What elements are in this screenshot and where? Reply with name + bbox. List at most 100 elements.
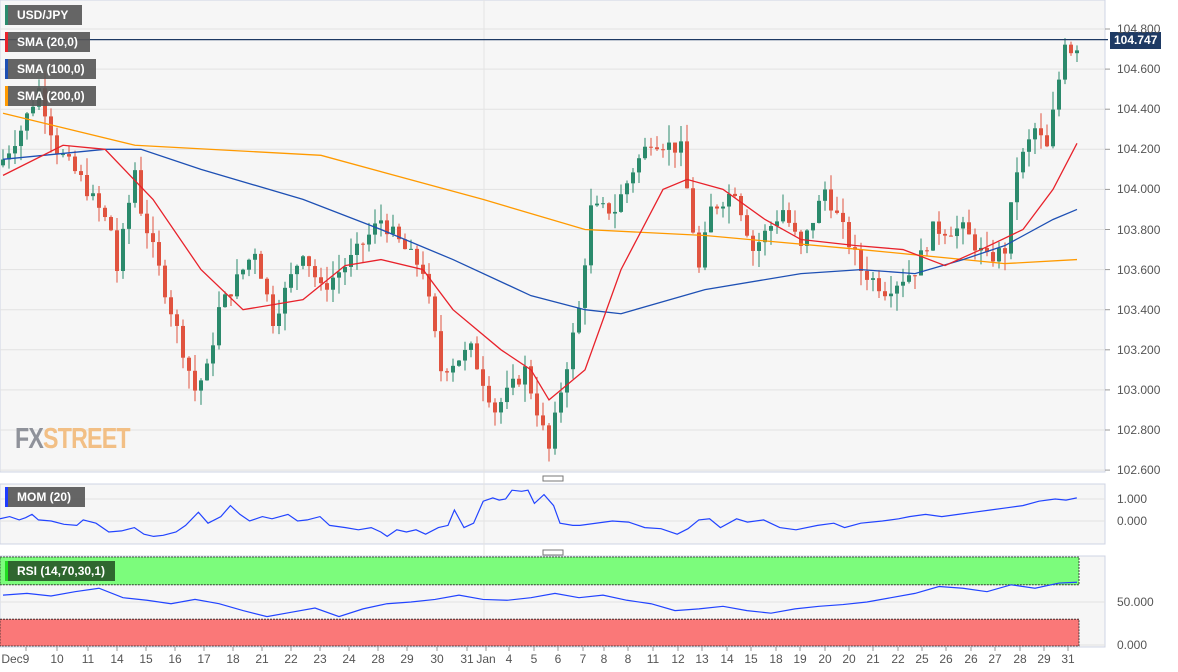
candle-up (283, 287, 287, 314)
candle-up (589, 205, 593, 266)
candle-up (1015, 172, 1019, 203)
x-tick-label: 11 (646, 652, 660, 666)
candle-up (409, 248, 413, 250)
candle-up (133, 170, 137, 203)
legend-sma200[interactable]: SMA (200,0) (5, 86, 96, 106)
candle-down (661, 149, 665, 151)
candle-up (25, 113, 29, 131)
candle-down (193, 370, 197, 391)
candle-down (973, 234, 977, 251)
rsi-overbought-zone (0, 556, 1080, 586)
candle-down (187, 357, 191, 371)
candle-down (49, 116, 53, 136)
mom-panel (0, 483, 1106, 545)
main-panel (0, 0, 1106, 473)
legend-sma100[interactable]: SMA (100,0) (5, 59, 96, 79)
candle-down (691, 188, 695, 233)
candle-up (757, 242, 761, 251)
candle-up (277, 313, 281, 326)
x-tick-label: Jan (476, 652, 496, 666)
candle-down (673, 142, 677, 153)
candle-up (727, 193, 731, 207)
candle-down (55, 135, 59, 155)
x-tick-label: 29 (400, 652, 414, 666)
mom-line (0, 489, 1077, 538)
candle-down (529, 366, 533, 394)
x-tick-label: 26 (964, 652, 978, 666)
candle-down (415, 248, 419, 265)
x-tick-label: 30 (430, 652, 444, 666)
candle-down (715, 206, 719, 209)
candle-down (883, 291, 887, 297)
x-tick-label: 22 (891, 652, 905, 666)
candle-up (1051, 109, 1055, 147)
candle-up (199, 380, 203, 391)
candle-down (949, 235, 953, 237)
legend-label: USD/JPY (17, 8, 69, 22)
candle-down (319, 277, 323, 284)
candle-down (745, 215, 749, 236)
y-tick-label: 102.600 (1117, 463, 1161, 478)
candle-up (127, 202, 131, 229)
legend-sma20[interactable]: SMA (20,0) (5, 32, 90, 52)
candle-down (541, 415, 545, 426)
candle-up (91, 193, 95, 197)
x-tick-label: 22 (284, 652, 298, 666)
candle-up (631, 172, 635, 184)
candle-down (73, 156, 77, 172)
legend-swatch (5, 59, 8, 79)
legend-usdjpy[interactable]: USD/JPY (5, 5, 82, 25)
y-tick-label: 104.400 (1117, 102, 1161, 117)
candle-up (823, 189, 827, 201)
candle-up (331, 277, 335, 290)
candle-down (655, 147, 659, 150)
y-tick-label: 103.600 (1117, 262, 1161, 277)
x-tick-label: 6 (554, 652, 562, 666)
candle-down (751, 235, 755, 251)
x-tick-label: 19 (793, 652, 807, 666)
candle-up (217, 307, 221, 346)
candle-up (1033, 128, 1037, 140)
candle-up (379, 220, 383, 224)
legend-mom[interactable]: MOM (20) (5, 487, 85, 507)
candle-up (595, 203, 599, 206)
candle-down (517, 378, 521, 385)
x-tick-label: 15 (744, 652, 758, 666)
legend-rsi[interactable]: RSI (14,70,30,1) (5, 561, 115, 581)
legend-label: SMA (20,0) (17, 35, 78, 49)
candle-down (733, 193, 737, 196)
x-tick-label: 16 (168, 652, 182, 666)
candle-down (1003, 248, 1007, 254)
candle-down (103, 207, 107, 218)
candle-up (211, 345, 215, 364)
x-tick-label: 21 (866, 652, 880, 666)
x-tick-label: 15 (139, 652, 153, 666)
candle-up (919, 250, 923, 276)
candle-up (781, 210, 785, 222)
candle-up (571, 332, 575, 370)
y-tick-label: 103.000 (1117, 382, 1161, 397)
candle-up (19, 130, 23, 147)
candle-up (553, 412, 557, 449)
candle-down (325, 283, 329, 290)
candle-up (247, 259, 251, 270)
mom-tick-label: 0.000 (1117, 514, 1148, 528)
candle-up (871, 278, 875, 280)
candle-up (343, 266, 347, 273)
x-tick-label: 28 (1013, 652, 1027, 666)
candle-down (145, 213, 149, 234)
candle-down (985, 247, 989, 253)
x-tick-label: 18 (226, 652, 240, 666)
candle-up (1057, 79, 1061, 110)
candle-down (139, 170, 143, 214)
rsi-tick-label: 50.000 (1117, 595, 1154, 609)
y-tick-label: 104.800 (1117, 22, 1161, 36)
rsi-line (2, 581, 1078, 618)
candle-down (547, 425, 551, 449)
candle-down (67, 154, 71, 157)
candle-up (811, 222, 815, 231)
candle-up (559, 392, 563, 413)
candle-up (775, 221, 779, 227)
rsi-tick-label: 0.000 (1117, 638, 1148, 652)
